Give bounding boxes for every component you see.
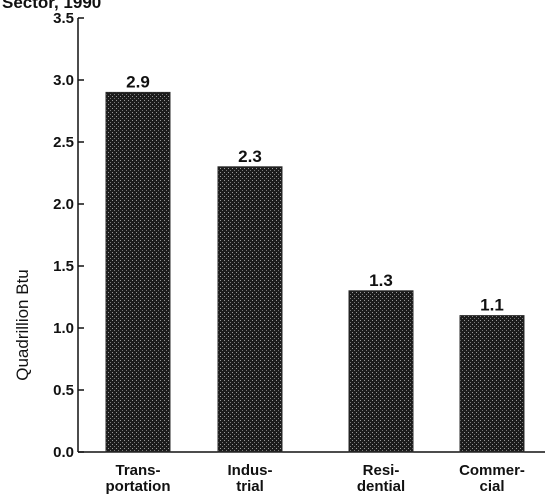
x-category-label: dential	[357, 478, 405, 495]
x-category-label: Indus-	[228, 462, 273, 479]
x-category-label: trial	[236, 478, 264, 495]
y-tick-label: 0.0	[53, 444, 74, 461]
bar-data-label: 2.9	[126, 72, 150, 91]
y-tick-label: 0.5	[53, 382, 74, 399]
bar	[105, 91, 171, 453]
x-category-label: Trans-	[115, 462, 160, 479]
x-category-label: Resi-	[363, 462, 400, 479]
x-category-label: portation	[106, 478, 171, 495]
y-tick-label: 2.5	[53, 134, 74, 151]
x-category-label: Commer-	[459, 462, 525, 479]
bar-group: 2.3	[217, 147, 283, 453]
bars: 2.9 2.3 1.3 1.1	[105, 72, 525, 453]
y-axis-title: Quadrillion Btu	[13, 269, 32, 381]
y-tick-label: 1.5	[53, 258, 74, 275]
y-tick-label: 2.0	[53, 196, 74, 213]
y-tick-label: 3.5	[53, 10, 74, 27]
bar-group: 1.3	[348, 271, 414, 453]
bar-data-label: 1.3	[369, 271, 393, 290]
bar-group: 2.9	[105, 72, 171, 453]
bar-data-label: 2.3	[238, 147, 262, 166]
chart-title: Sector, 1990	[2, 0, 101, 12]
y-tick-label: 1.0	[53, 320, 74, 337]
bar	[348, 290, 414, 453]
y-tick-label: 3.0	[53, 72, 74, 89]
bar	[459, 315, 525, 453]
bar	[217, 166, 283, 453]
x-category-label: cial	[479, 478, 504, 495]
y-axis: 0.0 0.5 1.0 1.5 2.0 2.5 3.0 3.5	[53, 10, 84, 461]
bar-group: 1.1	[459, 296, 525, 453]
x-axis: Trans-portation Indus-trial Resi-dential Co…	[78, 451, 545, 495]
bar-data-label: 1.1	[480, 296, 504, 315]
